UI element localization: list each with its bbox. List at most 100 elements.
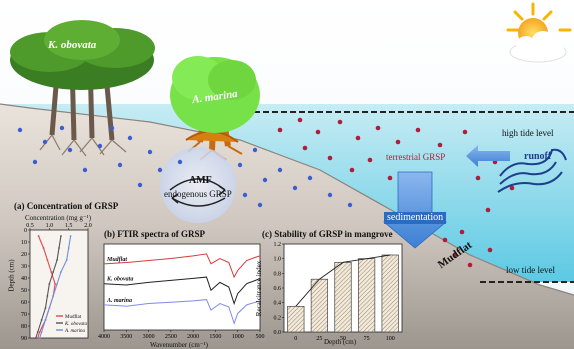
low-tide-label: low tide level bbox=[506, 265, 555, 275]
high-tide-label: high tide level bbox=[502, 128, 554, 138]
x-tick-label: 3500 bbox=[120, 334, 132, 340]
x-tick-label: 4000 bbox=[98, 334, 110, 340]
y-tick-label: 0.0 bbox=[274, 330, 282, 336]
endogenous-grsp-label: endogenous GRSP bbox=[164, 189, 232, 199]
data-point bbox=[67, 247, 70, 249]
x-tick-label: 100 bbox=[386, 336, 395, 342]
bar bbox=[287, 305, 305, 333]
x-tick-label: 1.5 bbox=[65, 223, 73, 229]
x-tick-label: 2000 bbox=[187, 334, 199, 340]
data-point bbox=[69, 235, 72, 237]
data-point bbox=[38, 331, 41, 333]
data-point bbox=[36, 337, 39, 339]
a-marina-tree bbox=[170, 56, 260, 161]
spectrum-line-1 bbox=[103, 276, 261, 306]
panel-c-title: (c) Stability of GRSP in mangrove bbox=[262, 229, 393, 239]
legend-label: A. marina bbox=[64, 329, 86, 334]
x-tick-label: 3000 bbox=[143, 334, 155, 340]
bar bbox=[357, 258, 376, 333]
data-point bbox=[56, 283, 58, 285]
y-tick-label: 1.0 bbox=[274, 257, 282, 263]
y-tick-label: 0 bbox=[24, 228, 27, 234]
data-point bbox=[52, 295, 55, 297]
y-tick-label: 90 bbox=[21, 336, 27, 342]
data-point bbox=[34, 337, 37, 339]
y-tick-label: 0.6 bbox=[274, 286, 282, 292]
data-point bbox=[42, 247, 45, 249]
x-tick-label: 25 bbox=[316, 336, 322, 342]
y-tick-label: 20 bbox=[21, 252, 27, 258]
x-tick-label: 2500 bbox=[165, 334, 177, 340]
spectrum-label: K. obovata bbox=[106, 277, 133, 283]
panel-b-xlabel: Wavenumber (cm⁻¹) bbox=[150, 341, 208, 349]
spectrum-line-2 bbox=[103, 299, 261, 325]
data-point bbox=[36, 331, 39, 333]
y-tick-label: 0.8 bbox=[274, 271, 282, 277]
amf-label: AMF bbox=[189, 175, 212, 186]
k-obovata-tree bbox=[10, 20, 155, 157]
y-tick-label: 0.2 bbox=[274, 315, 282, 321]
panel-c-ylabel: Recalcitrance index bbox=[255, 260, 264, 317]
sedimentation-label: sedimentation bbox=[384, 212, 447, 224]
data-point bbox=[37, 235, 40, 237]
panel-a-xlabel: Concentration (mg g⁻¹) bbox=[25, 214, 92, 222]
data-point bbox=[56, 259, 58, 261]
panel-a-title: (a) Concentration of GRSP bbox=[14, 201, 119, 211]
data-point bbox=[65, 259, 68, 261]
data-point bbox=[60, 235, 62, 237]
runoff-label: runoff bbox=[524, 151, 552, 162]
data-point bbox=[40, 319, 43, 321]
data-point bbox=[48, 283, 51, 285]
series-line-0 bbox=[37, 235, 56, 339]
data-point bbox=[46, 259, 49, 261]
x-tick-label: 1500 bbox=[209, 334, 221, 340]
spectrum-label: Mudflat bbox=[106, 257, 127, 263]
series-line-2 bbox=[39, 235, 72, 339]
x-tick-label: 0 bbox=[294, 336, 297, 342]
y-tick-label: 70 bbox=[21, 312, 27, 318]
y-tick-label: 40 bbox=[21, 276, 27, 282]
data-point bbox=[38, 337, 41, 339]
spectrum-label: A. marina bbox=[106, 298, 132, 304]
series-line-1 bbox=[35, 235, 62, 339]
data-point bbox=[44, 319, 47, 321]
terrestrial-grsp-label: terrestrial GRSP bbox=[386, 152, 446, 162]
data-point bbox=[54, 283, 57, 285]
amf-circle bbox=[160, 147, 236, 223]
y-tick-label: 1.2 bbox=[274, 242, 282, 248]
k-obovata-label: K. obovata bbox=[48, 39, 97, 51]
runoff-wave-icon bbox=[497, 148, 567, 193]
panel-b-title: (b) FTIR spectra of GRSP bbox=[104, 229, 205, 239]
runoff-arrow bbox=[466, 145, 510, 167]
endogenous-grsp-dots bbox=[17, 125, 353, 208]
data-point bbox=[60, 271, 62, 273]
cloud-icon bbox=[509, 31, 567, 63]
legend-label: Mudflat bbox=[65, 315, 82, 320]
ftir-chart: 4000 3500 3000 2500 2000 1500 1000 500 Mudflat K.… bbox=[98, 243, 265, 340]
x-tick-label: 2.0 bbox=[84, 223, 92, 229]
stability-chart: 0.0 0.2 0.4 0.6 0.8 1.0 1.2 0 25 50 75 100 bbox=[274, 242, 403, 342]
x-tick-label: 500 bbox=[256, 334, 265, 340]
bar bbox=[334, 261, 352, 333]
y-tick-label: 80 bbox=[21, 324, 27, 330]
concentration-chart: 0.5 1.0 1.5 2.0 0 10 20 30 40 50 60 70 80 90 Mudflat K.… bbox=[21, 223, 92, 342]
x-tick-label: 1000 bbox=[232, 334, 244, 340]
x-tick-label: 0.5 bbox=[26, 223, 34, 229]
data-point bbox=[50, 271, 53, 273]
trend-line bbox=[295, 254, 391, 307]
bar bbox=[310, 278, 329, 333]
spectrum-line-0 bbox=[103, 253, 261, 279]
y-tick-label: 60 bbox=[21, 300, 27, 306]
bar bbox=[381, 254, 399, 333]
panel-c-xlabel: Depth (cm) bbox=[324, 338, 357, 346]
data-point bbox=[48, 307, 51, 309]
legend-label: K. obovata bbox=[64, 322, 87, 327]
y-tick-label: 50 bbox=[21, 288, 27, 294]
data-point bbox=[52, 271, 55, 273]
y-tick-label: 30 bbox=[21, 264, 27, 270]
y-tick-label: 0.4 bbox=[274, 301, 282, 307]
data-point bbox=[44, 307, 47, 309]
x-tick-label: 50 bbox=[340, 336, 346, 342]
plot-frame bbox=[103, 243, 261, 331]
